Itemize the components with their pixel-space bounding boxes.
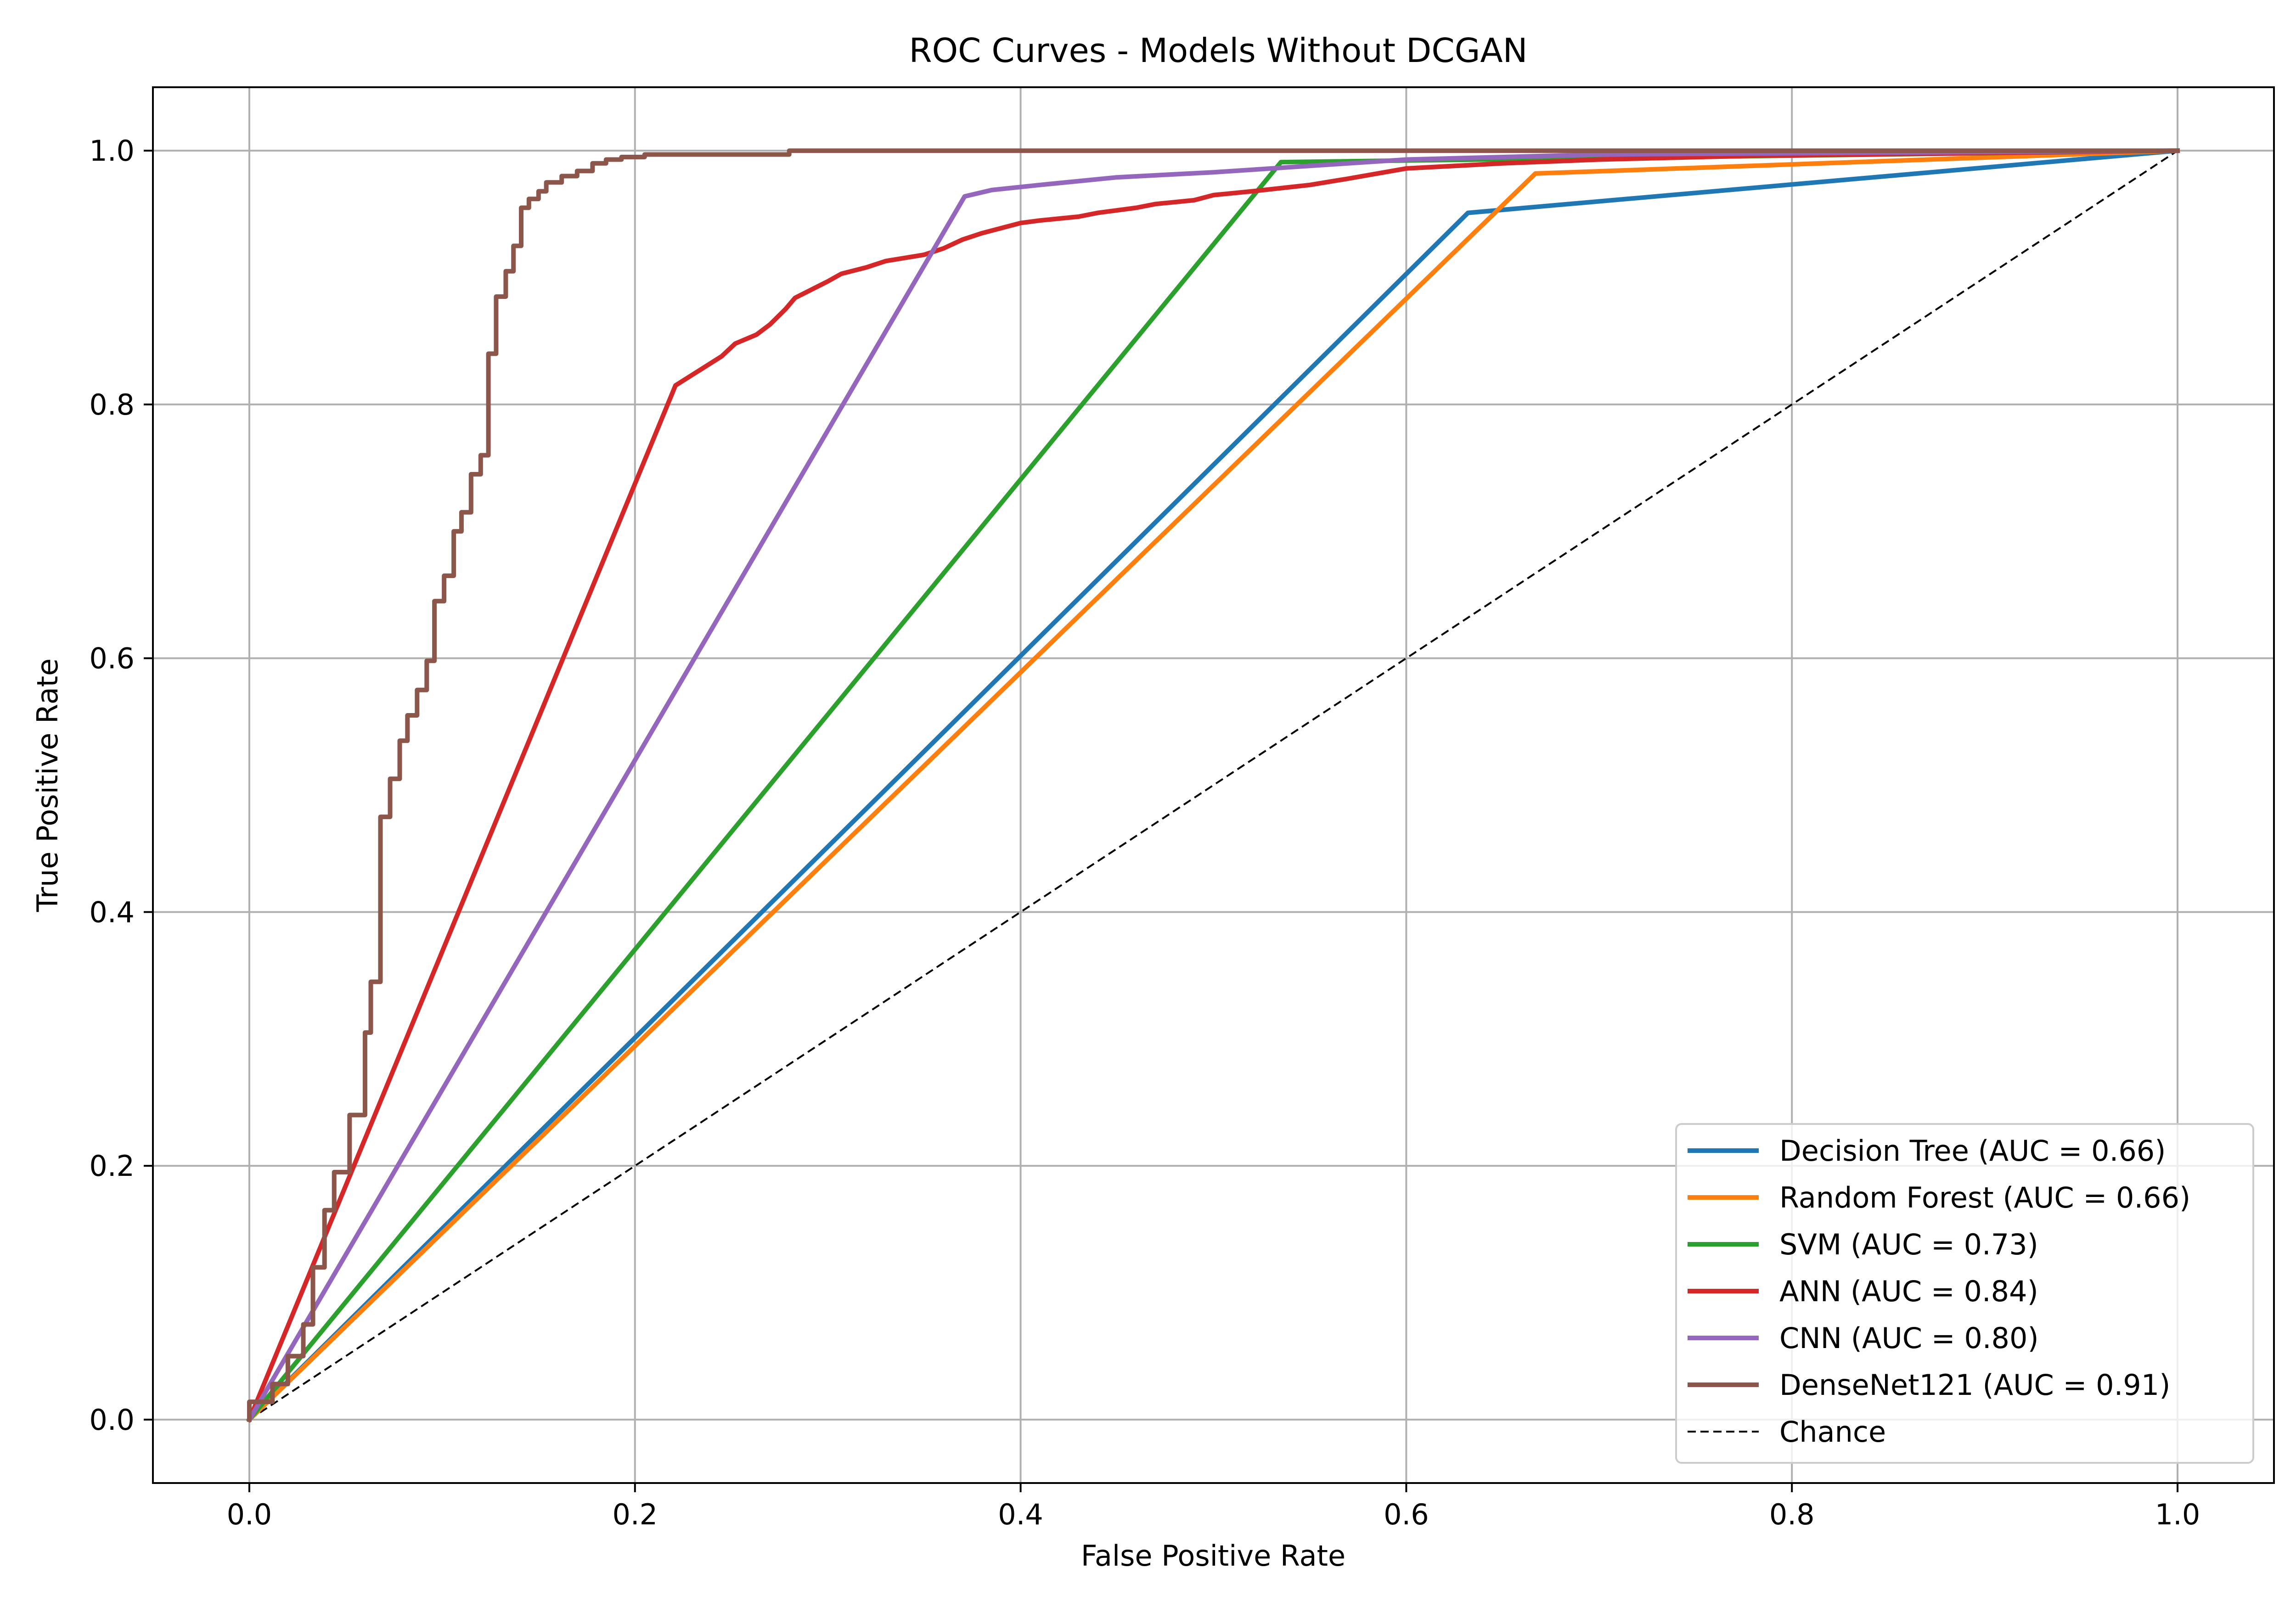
y-tick-label: 0.2 — [89, 1149, 135, 1183]
x-tick-label: 0.4 — [998, 1498, 1043, 1531]
x-tick-label: 0.8 — [1769, 1498, 1815, 1531]
legend-label-5: DenseNet121 (AUC = 0.91) — [1779, 1368, 2170, 1402]
x-tick-label: 0.0 — [227, 1498, 272, 1531]
legend-label-2: SVM (AUC = 0.73) — [1779, 1228, 2038, 1261]
y-tick-label: 0.6 — [89, 642, 135, 675]
x-tick-label: 1.0 — [2155, 1498, 2200, 1531]
y-axis-label: True Positive Rate — [31, 658, 64, 912]
legend-label-6: Chance — [1779, 1415, 1886, 1449]
x-axis-label: False Positive Rate — [1081, 1539, 1345, 1573]
y-tick-label: 0.4 — [89, 895, 135, 929]
y-tick-label: 0.0 — [89, 1403, 135, 1437]
legend: Decision Tree (AUC = 0.66) Random Forest … — [1675, 1123, 2254, 1464]
x-tick-label: 0.6 — [1384, 1498, 1429, 1531]
series-line-4 — [246, 148, 2180, 1423]
series-line-6 — [248, 150, 2178, 1421]
legend-label-0: Decision Tree (AUC = 0.66) — [1779, 1134, 2166, 1168]
series-line-3 — [246, 148, 2180, 1423]
legend-label-3: ANN (AUC = 0.84) — [1779, 1275, 2038, 1308]
series-line-1 — [246, 148, 2180, 1423]
series-line-0 — [246, 148, 2180, 1423]
legend-label-1: Random Forest (AUC = 0.66) — [1779, 1181, 2190, 1214]
y-tick-label: 0.8 — [89, 388, 135, 421]
x-tick-label: 0.2 — [612, 1498, 658, 1531]
legend-label-4: CNN (AUC = 0.80) — [1779, 1321, 2039, 1355]
plot-series — [246, 148, 2180, 1423]
series-line-5 — [247, 148, 2180, 1422]
legend-box — [1675, 1123, 2254, 1464]
axis-ticks: 0.0 0.2 0.4 0.6 0.8 1.0 0.0 0.2 0.4 0.6 0.8 1.0 — [89, 134, 2200, 1531]
chart-title: ROC Curves - Models Without DCGAN — [909, 31, 1527, 70]
y-tick-label: 1.0 — [89, 134, 135, 168]
axes-frame — [152, 86, 2275, 1484]
